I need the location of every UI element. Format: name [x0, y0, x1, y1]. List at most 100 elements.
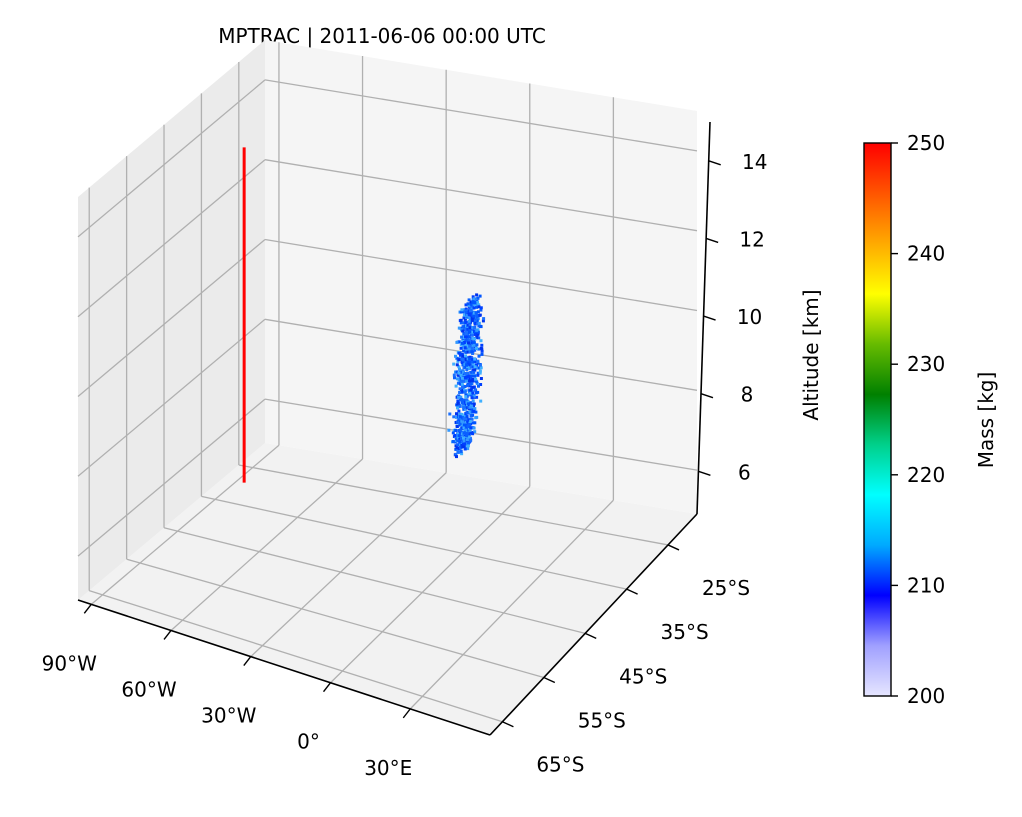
grid-line-x: [90, 444, 280, 605]
particle: [468, 423, 471, 427]
particle: [475, 382, 479, 385]
particle: [459, 395, 463, 399]
particle: [461, 345, 465, 349]
particle: [476, 296, 480, 300]
particle: [467, 335, 471, 339]
particle: [477, 303, 481, 307]
particle: [462, 431, 466, 435]
particle: [472, 326, 476, 330]
particle: [477, 366, 481, 370]
particle: [454, 354, 457, 358]
grid-line-z-left: [77, 398, 266, 557]
particle: [474, 410, 478, 414]
particle: [478, 371, 482, 375]
particle: [457, 434, 461, 438]
particle: [466, 384, 470, 387]
colorbar-tick-label: 210: [907, 573, 945, 597]
z-tick: [703, 315, 716, 321]
particle: [458, 415, 462, 419]
particle: [464, 393, 468, 397]
particle: [469, 414, 473, 418]
particle: [473, 430, 477, 434]
particle: [475, 336, 479, 340]
particle: [476, 330, 480, 334]
axes-panes: [78, 40, 697, 735]
particle: [468, 363, 472, 367]
particle: [473, 318, 477, 322]
particle: [465, 379, 469, 383]
particle: [459, 417, 463, 421]
particle: [456, 377, 459, 381]
particle: [460, 401, 464, 405]
particle: [461, 329, 465, 333]
particle: [478, 363, 482, 367]
particle: [460, 382, 464, 386]
colorbar-label: Mass [kg]: [974, 372, 998, 469]
particle: [463, 362, 467, 366]
particle: [476, 310, 480, 314]
particle: [453, 376, 456, 380]
particle: [464, 421, 468, 425]
x-tick-label: 30°E: [364, 756, 412, 780]
particle: [464, 357, 468, 361]
y-tick: [626, 588, 638, 595]
particle: [457, 365, 461, 369]
particle: [469, 388, 473, 392]
z-tick: [705, 237, 719, 244]
particle: [470, 360, 474, 364]
particle: [455, 370, 459, 374]
particle: [463, 328, 467, 331]
y-tick-label: 25°S: [702, 576, 750, 600]
x-tick-label: 0°: [297, 730, 320, 754]
particle: [475, 305, 478, 309]
particle: [471, 391, 475, 395]
particle: [478, 369, 482, 373]
particle: [462, 423, 466, 427]
particle: [462, 407, 466, 411]
particle: [472, 370, 476, 374]
particle: [454, 452, 458, 456]
y-tick: [667, 544, 680, 551]
particle: [467, 374, 471, 378]
x-tick: [83, 603, 92, 614]
particle: [460, 341, 464, 345]
particle: [459, 353, 462, 357]
y-tick-label: 45°S: [619, 664, 667, 688]
particle: [479, 339, 483, 343]
particle: [459, 373, 463, 377]
grid-line-z-back: [264, 398, 698, 471]
particle: [479, 399, 483, 403]
particle: [452, 415, 456, 419]
particle: [475, 319, 479, 323]
particle: [469, 304, 473, 308]
grid-lines: [77, 42, 698, 723]
particle: [462, 349, 466, 353]
particle: [462, 366, 466, 370]
particle: [465, 363, 469, 367]
particle: [461, 339, 465, 343]
particle: [466, 335, 469, 339]
grid-line-y: [238, 464, 669, 546]
particle: [480, 343, 484, 347]
particle: [457, 326, 461, 330]
particle: [464, 320, 468, 324]
particle: [459, 380, 463, 384]
particle: [470, 350, 474, 354]
particle: [460, 413, 464, 416]
particle: [462, 332, 466, 336]
particle: [473, 365, 477, 369]
particle: [455, 356, 459, 360]
particle: [471, 432, 475, 436]
particle: [479, 308, 483, 312]
particle: [464, 395, 468, 399]
particle: [464, 350, 468, 354]
grid-line-z-left: [77, 79, 266, 238]
particle: [461, 385, 465, 389]
particle: [462, 406, 466, 410]
particle: [460, 335, 464, 339]
particle: [463, 390, 467, 394]
particle: [473, 357, 477, 361]
particle: [477, 384, 480, 388]
particle: [475, 395, 479, 399]
particle: [458, 404, 462, 408]
